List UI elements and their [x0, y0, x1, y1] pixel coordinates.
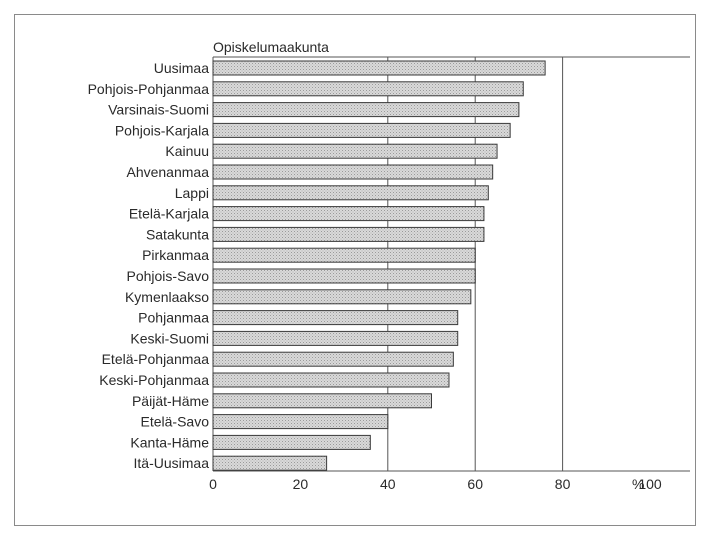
category-label-1: Pohjois-Pohjanmaa [88, 81, 210, 97]
bar-19 [212, 455, 328, 471]
category-label-13: Keski-Suomi [130, 330, 209, 346]
category-label-18: Kanta-Häme [130, 434, 209, 450]
category-label-12: Pohjanmaa [138, 310, 209, 326]
bar-chart: Opiskelumaakunta Uusimaa Pohjois-Pohjanma… [88, 39, 690, 492]
x-tick-label-40: 40 [380, 476, 396, 492]
category-label-8: Satakunta [146, 226, 209, 242]
bar-17 [212, 414, 389, 430]
category-axis-title: Opiskelumaakunta [213, 39, 329, 55]
x-tick-label-100: 100 [638, 476, 662, 492]
category-label-11: Kymenlaakso [125, 289, 209, 305]
bar-7 [212, 206, 485, 222]
category-label-14: Etelä-Pohjanmaa [102, 351, 210, 367]
category-label-6: Lappi [175, 185, 209, 201]
category-label-2: Varsinais-Suomi [108, 102, 209, 118]
bar-16 [212, 393, 432, 409]
category-label-0: Uusimaa [154, 60, 209, 76]
bar-5 [212, 164, 494, 180]
x-tick-label-0: 0 [209, 476, 217, 492]
x-axis-unit-label: % [632, 476, 644, 492]
category-label-10: Pohjois-Savo [127, 268, 210, 284]
bar-9 [212, 247, 476, 263]
category-label-5: Ahvenanmaa [126, 164, 209, 180]
category-label-7: Etelä-Karjala [129, 206, 209, 222]
x-tick-label-80: 80 [555, 476, 571, 492]
plot-area [212, 56, 690, 472]
bar-15 [212, 372, 450, 388]
category-label-3: Pohjois-Karjala [115, 122, 209, 138]
bar-12 [212, 310, 459, 326]
category-labels: Uusimaa Pohjois-Pohjanmaa Varsinais-Suomi P… [88, 60, 210, 471]
bars [212, 60, 546, 471]
bar-8 [212, 226, 485, 242]
x-tick-label-60: 60 [467, 476, 483, 492]
bar-4 [212, 143, 498, 159]
bar-6 [212, 185, 489, 201]
category-label-9: Pirkanmaa [142, 247, 209, 263]
bar-0 [212, 60, 546, 76]
bar-11 [212, 289, 472, 305]
bar-18 [212, 434, 371, 450]
x-tick-label-20: 20 [293, 476, 309, 492]
gridlines [387, 57, 564, 471]
category-label-19: Itä-Uusimaa [134, 455, 210, 471]
category-label-16: Päijät-Häme [132, 393, 209, 409]
bar-2 [212, 102, 520, 118]
category-label-17: Etelä-Savo [141, 414, 210, 430]
bar-10 [212, 268, 476, 284]
bar-13 [212, 330, 459, 346]
bar-3 [212, 122, 511, 138]
x-axis-tick-labels: 0 20 40 60 80 100 [209, 476, 662, 492]
chart-frame: Opiskelumaakunta Uusimaa Pohjois-Pohjanma… [14, 14, 696, 526]
bar-1 [212, 81, 524, 97]
bar-14 [212, 351, 454, 367]
category-label-15: Keski-Pohjanmaa [99, 372, 209, 388]
category-label-4: Kainuu [165, 143, 209, 159]
